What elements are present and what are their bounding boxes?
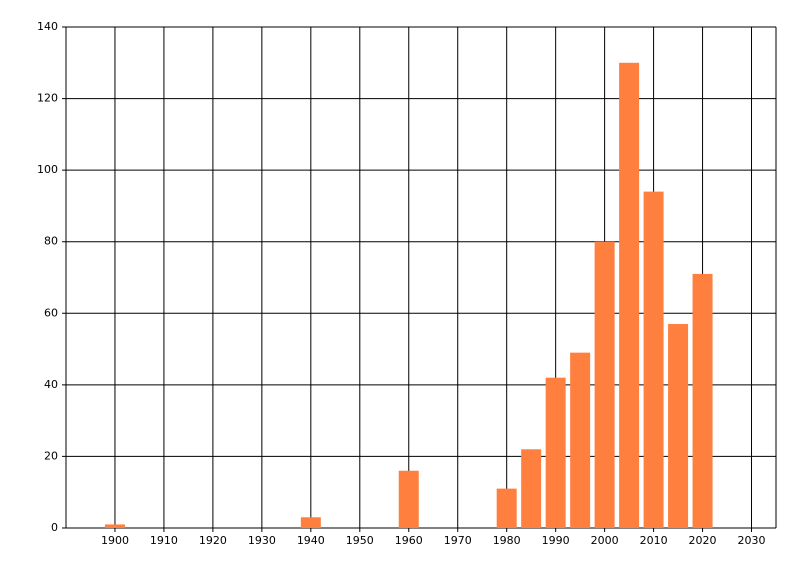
x-tick-label: 1960 (395, 534, 423, 547)
bar (643, 191, 664, 528)
y-tick-label: 120 (37, 92, 58, 105)
x-tick-label: 1990 (542, 534, 570, 547)
bar (300, 517, 321, 528)
x-tick-label: 2010 (640, 534, 668, 547)
bar (619, 62, 640, 529)
y-tick-label: 100 (37, 163, 58, 176)
bar (521, 449, 542, 528)
y-tick-label: 0 (51, 521, 58, 534)
y-tick-label: 40 (44, 378, 58, 391)
bar (496, 488, 517, 528)
y-tick-label: 20 (44, 449, 58, 462)
x-tick-label: 1940 (297, 534, 325, 547)
bar (692, 273, 713, 528)
y-tick-label: 80 (44, 235, 58, 248)
x-tick-label: 1950 (346, 534, 374, 547)
x-tick-label: 1900 (101, 534, 129, 547)
x-tick-label: 1930 (248, 534, 276, 547)
y-tick-label: 60 (44, 306, 58, 319)
bar (668, 324, 689, 528)
x-tick-label: 2030 (738, 534, 766, 547)
y-tick-label: 140 (37, 20, 58, 33)
x-tick-label: 1910 (150, 534, 178, 547)
x-tick-label: 1970 (444, 534, 472, 547)
bar (545, 377, 566, 528)
bar (104, 524, 125, 528)
bar (594, 241, 615, 528)
bar (398, 470, 419, 528)
x-tick-label: 2000 (591, 534, 619, 547)
bar (570, 352, 591, 528)
x-tick-label: 1920 (199, 534, 227, 547)
x-tick-label: 1980 (493, 534, 521, 547)
x-tick-label: 2020 (689, 534, 717, 547)
